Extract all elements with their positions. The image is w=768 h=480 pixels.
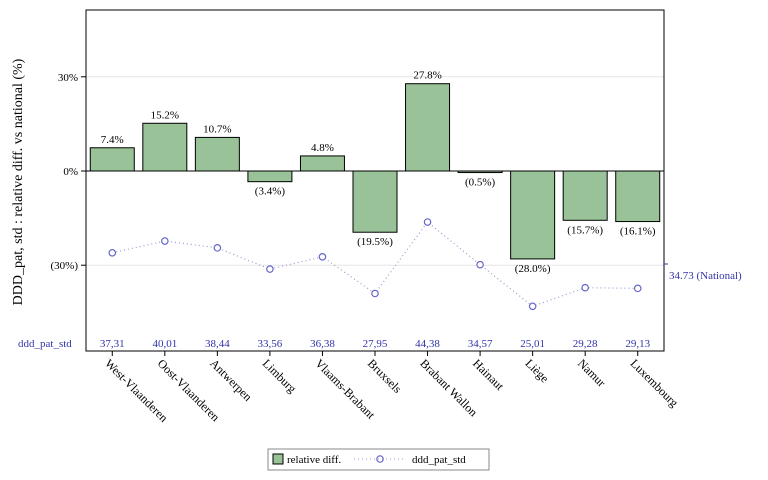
table-cell: 36,38 xyxy=(310,338,335,350)
line-point xyxy=(371,289,379,298)
line-point xyxy=(423,218,432,226)
line-point xyxy=(528,302,537,311)
line-point xyxy=(266,265,274,273)
bar-series xyxy=(89,83,661,260)
bar xyxy=(510,170,556,260)
bar-value-label: 27.8% xyxy=(413,70,441,82)
y-tick-label: (30%) xyxy=(51,260,79,272)
bar xyxy=(405,83,451,172)
bar-value-label: 10.7% xyxy=(203,123,231,135)
table-cell: 44,38 xyxy=(415,338,440,350)
bar-value-label: 15.2% xyxy=(151,109,179,121)
bar xyxy=(89,147,135,172)
table-cell: 37,31 xyxy=(100,338,125,350)
y-axis: 30% 0% (30%) xyxy=(51,72,668,272)
bar-value-label: (15.7%) xyxy=(567,224,603,236)
y-tick-label: 30% xyxy=(58,72,78,84)
x-tick-label: Antwerpen xyxy=(207,356,255,404)
x-tick-label: Liège xyxy=(523,356,552,385)
reference-line-label: 34.73 (National) xyxy=(669,270,742,282)
bar xyxy=(352,170,398,233)
line-point xyxy=(108,248,117,257)
legend-line-label: ddd_pat_std xyxy=(412,454,466,466)
bar-value-label: (19.5%) xyxy=(357,236,393,248)
line-series xyxy=(108,218,642,311)
bar-value-label: (0.5%) xyxy=(465,177,496,189)
x-tick-label: Bruxsels xyxy=(365,356,405,396)
table-cell: 40,01 xyxy=(152,338,177,350)
table-row-label: ddd_pat_std xyxy=(18,338,72,350)
table-cell: 27,95 xyxy=(363,338,388,350)
y-axis-label: DDD_pat, std : relative diff. vs nationa… xyxy=(11,58,26,305)
bar xyxy=(247,170,293,183)
line-point xyxy=(318,253,327,261)
bar xyxy=(142,122,188,172)
bar-value-label: (16.1%) xyxy=(620,226,656,238)
legend-bar-label: relative diff. xyxy=(287,454,341,466)
y-tick-label: 0% xyxy=(63,166,78,178)
grid-lines xyxy=(86,76,664,266)
legend: relative diff. ddd_pat_std xyxy=(267,448,490,471)
bar xyxy=(194,136,240,172)
x-tick-label: Luxembourg xyxy=(628,356,682,410)
line-point xyxy=(633,284,642,293)
legend-line-marker xyxy=(376,455,384,463)
table-cell: 38,44 xyxy=(205,338,230,350)
x-tick-label: Limburg xyxy=(260,356,299,395)
line-point xyxy=(161,237,169,245)
table-cell: 33,56 xyxy=(258,338,283,350)
table-cell: 29,28 xyxy=(573,338,598,350)
bar-value-label: (28.0%) xyxy=(515,263,551,275)
data-labels: 7.4% 15.2% 10.7% (3.4%) 4.8% (19.5%) 27.8% (0.5… xyxy=(101,70,656,275)
bar xyxy=(615,170,661,223)
bar xyxy=(562,170,608,221)
table-cell: 25,01 xyxy=(520,338,545,350)
table-cell: 34,57 xyxy=(468,338,493,350)
bar-value-label: 4.8% xyxy=(311,142,334,154)
bar-value-label: (3.4%) xyxy=(255,186,286,198)
legend-bar-swatch xyxy=(272,453,284,465)
table-cell: 29,13 xyxy=(625,338,650,350)
value-table: 37,31 40,01 38,44 33,56 36,38 27,95 44,38 34,57… xyxy=(100,338,651,350)
line-point xyxy=(581,283,589,292)
line-point xyxy=(476,260,484,269)
x-tick-label: Hainaut xyxy=(470,356,507,393)
x-tick-label: Namur xyxy=(575,356,608,389)
bar xyxy=(299,155,345,172)
line-point xyxy=(213,244,222,252)
bar-value-label: 7.4% xyxy=(101,134,124,146)
